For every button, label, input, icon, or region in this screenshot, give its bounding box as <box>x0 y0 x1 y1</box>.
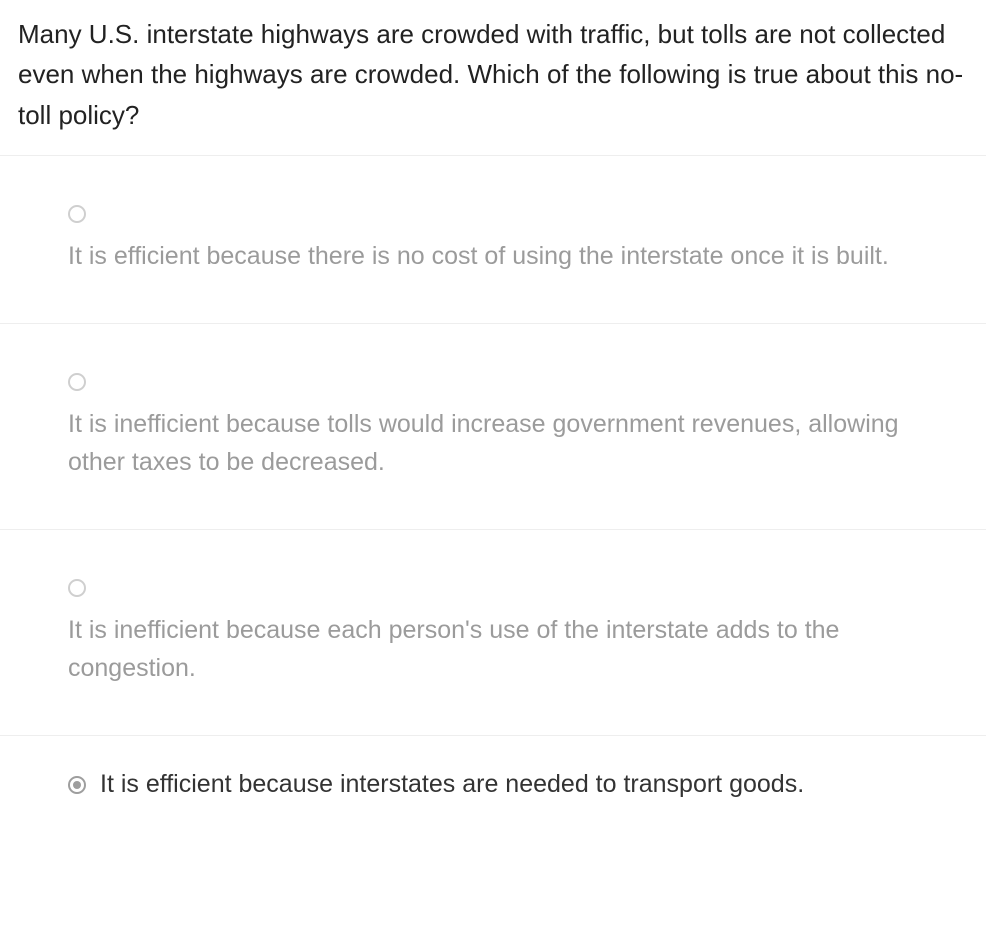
option-item-2[interactable]: It is inefficient because tolls would in… <box>0 323 986 529</box>
option-text: It is efficient because interstates are … <box>100 766 804 804</box>
option-text: It is inefficient because each person's … <box>68 578 968 687</box>
options-list: It is efficient because there is no cost… <box>0 155 986 834</box>
radio-checked-icon[interactable] <box>68 776 86 794</box>
option-item-1[interactable]: It is efficient because there is no cost… <box>0 155 986 324</box>
question-text: Many U.S. interstate highways are crowde… <box>18 14 968 135</box>
question-block: Many U.S. interstate highways are crowde… <box>0 0 986 155</box>
option-item-3[interactable]: It is inefficient because each person's … <box>0 529 986 735</box>
radio-unchecked-icon[interactable] <box>68 205 86 223</box>
option-text: It is inefficient because tolls would in… <box>68 372 968 481</box>
option-text: It is efficient because there is no cost… <box>68 204 968 276</box>
option-item-4[interactable]: It is efficient because interstates are … <box>0 735 986 834</box>
